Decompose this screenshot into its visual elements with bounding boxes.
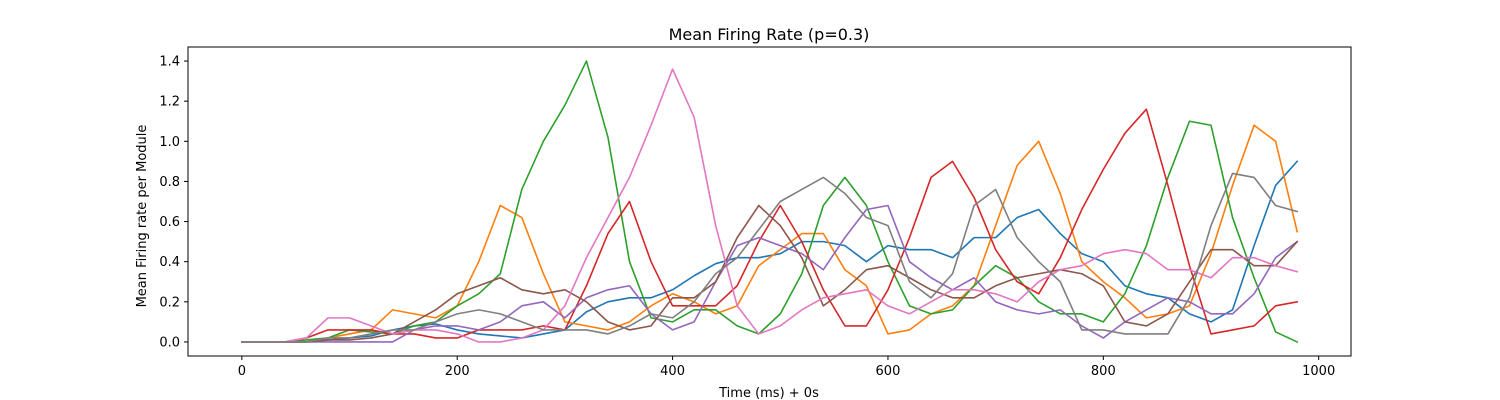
y-tick-label: 0.6: [159, 215, 180, 230]
series-line-2: [241, 124, 1299, 343]
y-tick-label: 0.2: [159, 295, 180, 310]
series-line-3: [241, 60, 1299, 344]
x-tick-label: 0: [238, 364, 246, 379]
y-axis-label: Mean Firing rate per Module: [135, 125, 150, 308]
y-tick-label: 0.0: [159, 335, 180, 350]
y-tick-label: 1.4: [159, 55, 180, 70]
x-axis-label: Time (ms) + 0s: [718, 386, 819, 400]
series-line-7: [241, 68, 1299, 343]
y-tick-label: 0.4: [159, 255, 180, 270]
x-tick-label: 800: [1091, 364, 1116, 379]
x-axis-ticks: 0 200 400 600 800 1000: [238, 356, 1335, 379]
chart-title: Mean Firing Rate (p=0.3): [669, 25, 870, 44]
plot-area: [187, 46, 1352, 357]
y-tick-label: 1.0: [159, 135, 180, 150]
y-tick-label: 1.2: [159, 95, 180, 110]
x-tick-label: 200: [445, 364, 470, 379]
x-tick-label: 600: [876, 364, 901, 379]
x-tick-label: 1000: [1302, 364, 1335, 379]
y-tick-label: 0.8: [159, 175, 180, 190]
series-line-4: [241, 108, 1299, 343]
x-tick-label: 400: [660, 364, 685, 379]
y-axis-ticks: 0.0 0.2 0.4 0.6 0.8 1.0 1.2 1.4: [159, 55, 188, 350]
series-line-8: [241, 172, 1299, 343]
plot-frame: [187, 46, 1352, 357]
series-layer: [241, 60, 1299, 344]
